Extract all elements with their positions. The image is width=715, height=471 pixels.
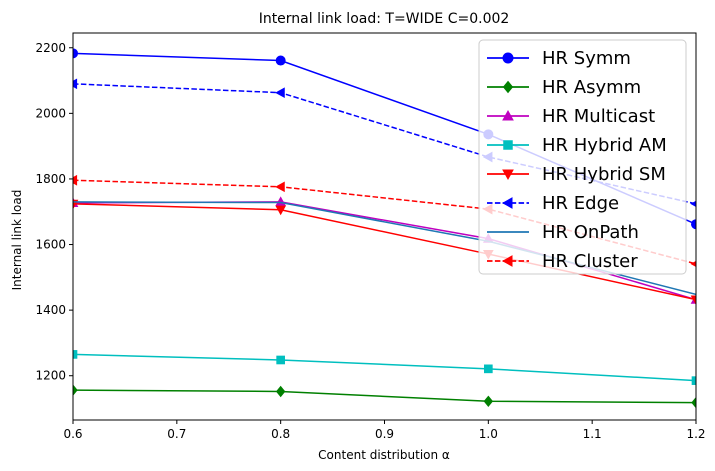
legend-marker (501, 255, 513, 267)
data-point-hr-asymm (483, 395, 494, 408)
legend-label: HR Asymm (542, 77, 641, 98)
legend-marker (502, 169, 514, 181)
legend-label: HR Hybrid AM (542, 135, 667, 156)
y-tick-label: 1200 (35, 369, 66, 383)
legend-box (478, 39, 687, 275)
legend-item-hr-hybrid-sm: HR Hybrid SM (487, 164, 666, 185)
series-hr-asymm (73, 384, 696, 409)
data-point-hr-asymm (691, 396, 696, 409)
legend-item-hr-edge: HR Edge (487, 193, 619, 214)
x-tick-label: 1.0 (479, 427, 498, 441)
legend-item-hr-asymm: HR Asymm (487, 77, 641, 98)
y-tick-label: 1800 (35, 172, 66, 186)
y-tick-label: 2000 (35, 106, 66, 120)
legend-label: HR Hybrid SM (542, 164, 666, 185)
x-tick-label: 0.7 (167, 427, 186, 441)
y-axis-label: Internal link load (10, 190, 24, 291)
legend-item-hr-hybrid-am: HR Hybrid AM (487, 135, 667, 156)
data-point-hr-cluster (73, 174, 78, 186)
series-line-hr-hybrid-sm (73, 203, 696, 301)
data-point-hr-hybrid-sm (275, 205, 287, 216)
legend-label: HR OnPath (542, 222, 639, 243)
data-point-hr-asymm (275, 385, 286, 398)
legend-item-hr-cluster: HR Cluster (487, 251, 638, 272)
legend-marker (501, 197, 513, 209)
series-line-hr-hybrid-am (73, 353, 696, 382)
legend-marker (502, 80, 514, 94)
x-tick-label: 1.1 (583, 427, 602, 441)
legend-label: HR Symm (542, 48, 631, 69)
x-axis-label: Content distribution α (318, 448, 450, 462)
chart-title: Internal link load: T=WIDE C=0.002 (259, 11, 510, 27)
y-tick-label: 2200 (35, 41, 66, 55)
data-point-hr-edge (73, 78, 78, 90)
data-point-hr-hybrid-am (276, 355, 285, 365)
data-point-hr-symm (73, 48, 78, 59)
y-tick-label: 1400 (35, 303, 66, 317)
legend-item-hr-symm: HR Symm (487, 48, 631, 69)
legend-label: HR Edge (542, 193, 619, 214)
x-tick-label: 0.9 (375, 427, 394, 441)
legend-marker (502, 109, 514, 121)
legend-item-hr-multicast: HR Multicast (487, 106, 655, 127)
data-point-hr-cluster (275, 181, 285, 193)
data-point-hr-asymm (73, 384, 78, 396)
legend-marker (503, 140, 513, 150)
data-point-hr-hybrid-sm (690, 295, 696, 306)
data-point-hr-symm (275, 55, 286, 66)
legend-item-hr-onpath: HR OnPath (487, 222, 639, 243)
legend-label: HR Multicast (542, 106, 655, 127)
data-point-hr-hybrid-am (484, 364, 493, 374)
axes-layer: 0.6 0.7 0.8 0.9 1.0 1.1 1.2 1200 1400 1600 1800 200… (35, 32, 706, 441)
x-tick-label: 0.6 (63, 427, 82, 441)
x-tick-label: 0.8 (271, 427, 290, 441)
y-tick-label: 1600 (35, 238, 66, 252)
data-point-hr-symm (691, 219, 696, 230)
x-tick-label: 1.2 (686, 427, 705, 441)
series-line-hr-asymm (73, 389, 696, 404)
data-point-hr-edge (275, 87, 285, 99)
legend-label: HR Cluster (542, 251, 638, 272)
legend-marker (502, 52, 514, 64)
series-hr-hybrid-am (73, 350, 696, 385)
legend: HR Symm HR Asymm HR Multicast HR Hybrid AM H… (478, 39, 687, 275)
